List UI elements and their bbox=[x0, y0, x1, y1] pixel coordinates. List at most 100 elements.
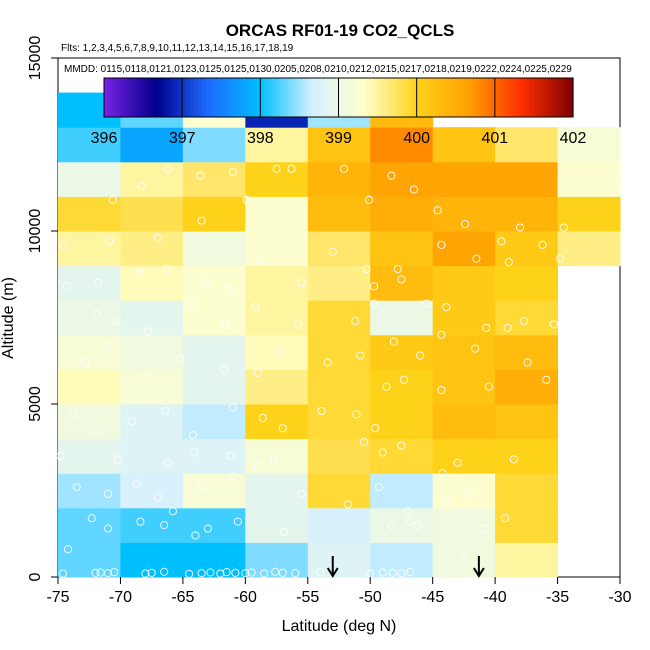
heatmap-cell bbox=[495, 542, 559, 578]
colorbar-swatch bbox=[205, 78, 211, 117]
sample-point bbox=[484, 382, 493, 391]
sample-point bbox=[58, 240, 68, 249]
y-tick-label: 0 bbox=[27, 572, 44, 581]
sample-point bbox=[132, 479, 141, 488]
sample-point bbox=[228, 472, 237, 481]
colorbar-swatch bbox=[490, 78, 496, 117]
colorbar-swatch bbox=[135, 78, 140, 117]
sample-point bbox=[141, 569, 150, 578]
heatmap-cell bbox=[58, 196, 121, 232]
sample-point bbox=[519, 316, 528, 326]
colorbar-swatch bbox=[475, 78, 480, 117]
colorbar-swatch bbox=[361, 78, 367, 117]
sample-point bbox=[68, 410, 78, 419]
colorbar-swatch bbox=[526, 78, 531, 117]
colorbar-swatch bbox=[209, 78, 215, 117]
sample-point bbox=[278, 424, 287, 433]
colorbar-swatch bbox=[221, 78, 226, 117]
heatmap-cell bbox=[307, 231, 371, 267]
sample-point bbox=[103, 524, 113, 533]
colorbar-swatch bbox=[279, 78, 285, 117]
colorbar-swatch bbox=[264, 78, 269, 117]
sample-point bbox=[153, 493, 162, 502]
sample-point bbox=[87, 514, 96, 523]
heatmap-cell bbox=[432, 231, 496, 267]
heatmap-cell bbox=[370, 196, 434, 232]
sample-point bbox=[161, 406, 170, 415]
sample-point bbox=[297, 489, 306, 499]
sample-point bbox=[504, 258, 513, 267]
heatmap-cell bbox=[370, 404, 434, 440]
sample-point bbox=[225, 285, 234, 294]
colorbar-swatch bbox=[326, 78, 332, 117]
sample-point bbox=[105, 341, 114, 350]
colorbar-swatch bbox=[272, 78, 277, 117]
heatmap-cell bbox=[245, 231, 309, 267]
sample-point bbox=[135, 268, 144, 277]
heatmap-cell bbox=[495, 334, 559, 370]
sample-point bbox=[413, 521, 422, 530]
colorbar-swatch bbox=[240, 78, 246, 117]
sample-point bbox=[226, 451, 235, 460]
colorbar-swatch bbox=[518, 78, 523, 117]
heatmap-cell bbox=[182, 334, 246, 370]
heatmap-cell bbox=[182, 127, 246, 163]
colorbar-swatch bbox=[119, 78, 125, 117]
sample-point bbox=[399, 375, 408, 384]
heatmap-cell bbox=[432, 265, 496, 301]
sample-point bbox=[222, 568, 231, 577]
sample-point bbox=[163, 458, 172, 467]
heatmap-cell bbox=[182, 507, 246, 543]
colorbar-swatch bbox=[522, 78, 527, 117]
heatmap-cells bbox=[58, 92, 621, 578]
colorbar-tick-label: 397 bbox=[169, 130, 196, 147]
sample-point bbox=[387, 171, 396, 180]
sample-point bbox=[472, 254, 481, 263]
colorbar-swatch bbox=[377, 78, 383, 117]
heatmap-cell bbox=[370, 369, 434, 405]
heatmap-cell bbox=[182, 542, 246, 578]
sample-point bbox=[369, 282, 379, 291]
colorbar-swatch bbox=[236, 78, 242, 117]
heatmap-cell bbox=[370, 300, 434, 336]
heatmap-cell bbox=[307, 300, 371, 336]
colorbar-tick-label: 400 bbox=[403, 130, 430, 147]
colorbar-swatch bbox=[537, 78, 543, 117]
heatmap-cell bbox=[58, 127, 121, 163]
colorbar-swatch bbox=[385, 78, 390, 117]
sample-point bbox=[397, 275, 406, 284]
heatmap-cell bbox=[120, 507, 184, 543]
colorbar-swatch bbox=[451, 78, 457, 117]
sample-point bbox=[343, 500, 352, 509]
heatmap-cell bbox=[495, 161, 559, 197]
sample-point bbox=[203, 524, 212, 533]
colorbar-swatch bbox=[467, 78, 472, 117]
colorbar-swatch bbox=[471, 78, 476, 117]
x-tick-label: -40 bbox=[484, 589, 507, 606]
sample-point bbox=[523, 358, 532, 367]
heatmap-cell bbox=[307, 473, 371, 509]
colorbar-swatch bbox=[299, 78, 304, 117]
heatmap-cell bbox=[245, 542, 309, 578]
colorbar-swatch bbox=[530, 78, 535, 117]
sample-point bbox=[137, 181, 146, 191]
colorbar-swatch bbox=[397, 78, 402, 117]
heatmap-cell bbox=[432, 161, 496, 197]
colorbar-swatch bbox=[389, 78, 394, 117]
sample-point bbox=[388, 568, 397, 577]
x-tick-label: -55 bbox=[296, 589, 319, 606]
sample-point bbox=[72, 482, 81, 492]
sample-point bbox=[503, 323, 512, 332]
latitude-arrow bbox=[326, 556, 339, 578]
sample-point bbox=[409, 185, 418, 194]
sample-point bbox=[136, 517, 145, 526]
colorbar-swatch bbox=[463, 78, 469, 117]
sample-point bbox=[228, 403, 237, 412]
x-axis: -75 -70 -65 -60 -55 -50 -45 -40 -35 -30 bbox=[46, 577, 632, 606]
heatmap-cell bbox=[182, 265, 246, 301]
heatmap-cell bbox=[495, 300, 559, 336]
colorbar-swatch bbox=[154, 78, 160, 117]
colorbar-swatch bbox=[170, 78, 175, 117]
sample-point bbox=[461, 220, 470, 229]
colorbar-swatch bbox=[283, 78, 289, 117]
